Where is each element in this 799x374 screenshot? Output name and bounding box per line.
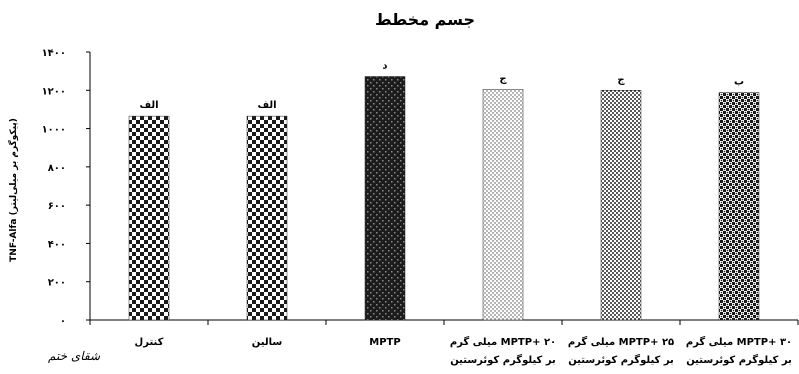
y-tick-label: ۱۲۰۰ [42, 86, 66, 97]
y-tick-label: ۶۰۰ [48, 201, 66, 212]
x-category-label: MPTP+ ۲۵ میلی گرم [568, 335, 674, 348]
y-tick-label: ۰ [60, 316, 66, 327]
bar [128, 115, 170, 321]
bar [600, 90, 642, 321]
signature-text: شقای ختم [48, 349, 101, 363]
bar-significance-label: د [382, 61, 387, 72]
bar [246, 115, 288, 321]
x-category-label: بر کیلوگرم کوئرستین [450, 353, 556, 366]
bar [364, 76, 406, 321]
x-category-label: MPTP+ ۳۰ میلی گرم [686, 335, 792, 348]
x-category-label: MPTP+ ۲۰ میلی گرم [450, 335, 556, 348]
bar-significance-label: الف [139, 100, 158, 111]
bar [718, 92, 760, 321]
y-tick-label: ۸۰۰ [48, 163, 66, 174]
chart-title: جسم مخطط [375, 10, 475, 29]
x-category-label: بر کیلوگرم کوئرستین [686, 353, 792, 366]
x-category-label: سالین [252, 337, 283, 348]
y-tick-label: ۱۴۰۰ [42, 48, 66, 59]
y-axis-label: TNF-Alfa (پیکوگرم بر میلی‌لیتر) [7, 118, 19, 262]
bar-significance-label: الف [257, 100, 276, 111]
x-category-label: کنترل [135, 337, 164, 348]
x-category-label: MPTP [369, 337, 400, 348]
bar-significance-label: ج [499, 73, 507, 84]
x-category-label: بر کیلوگرم کوئرستین [568, 353, 674, 366]
y-tick-label: ۴۰۰ [48, 239, 66, 250]
bar-significance-label: ب [734, 77, 744, 88]
bar [482, 89, 524, 321]
y-tick-label: ۱۰۰۰ [42, 125, 66, 136]
y-tick-label: ۲۰۰ [48, 278, 66, 289]
bar-significance-label: ج [617, 74, 625, 85]
